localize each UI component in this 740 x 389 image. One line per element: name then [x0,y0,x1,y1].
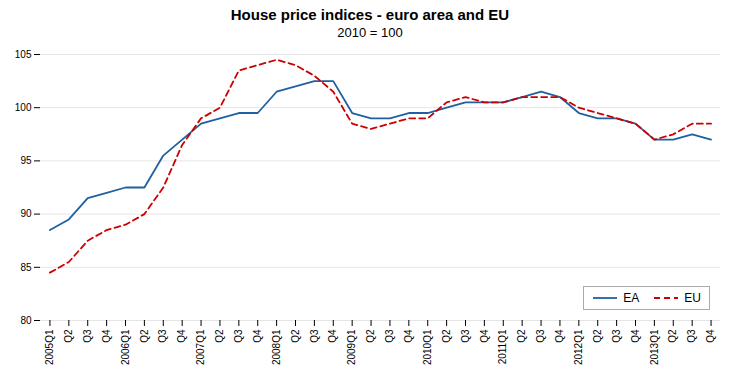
svg-text:100: 100 [15,102,32,113]
svg-text:Q2: Q2 [592,329,603,343]
html-text:EU: EU [684,291,701,305]
svg-text:2011Q1: 2011Q1 [497,329,508,364]
svg-text:Q2: Q2 [516,329,527,343]
svg-text:105: 105 [15,49,32,60]
svg-text:Q2: Q2 [290,329,301,343]
svg-text:2010Q1: 2010Q1 [422,329,433,365]
svg-text:2013Q1: 2013Q1 [649,329,660,365]
svg-text:2006Q1: 2006Q1 [120,329,131,365]
svg-text:2008Q1: 2008Q1 [271,329,282,365]
svg-text:Q4: Q4 [327,329,338,343]
svg-text:Q3: Q3 [157,329,168,343]
svg-text:Q2: Q2 [214,329,225,343]
svg-text:95: 95 [20,155,32,166]
svg-text:Q4: Q4 [403,329,414,343]
svg-text:Q4: Q4 [705,329,716,343]
svg-text:2012Q1: 2012Q1 [573,329,584,365]
svg-text:Q2: Q2 [441,329,452,343]
svg-text:2007Q1: 2007Q1 [195,329,206,365]
svg-text:2009Q1: 2009Q1 [346,329,357,365]
svg-text:Q2: Q2 [63,329,74,343]
svg-text:Q3: Q3 [384,329,395,343]
svg-text:85: 85 [20,262,32,273]
svg-text:Q4: Q4 [101,329,112,343]
svg-text:Q3: Q3 [233,329,244,343]
svg-text:Q3: Q3 [535,329,546,343]
svg-text:Q3: Q3 [611,329,622,343]
html-text:House price indices - euro are: House price indices - euro area and EU [230,6,510,23]
svg-text:Q4: Q4 [479,329,490,343]
html-text:2010 = 100: 2010 = 100 [337,25,403,40]
svg-text:Q3: Q3 [309,329,320,343]
svg-text:Q2: Q2 [139,329,150,343]
svg-text:Q3: Q3 [686,329,697,343]
svg-text:Q4: Q4 [630,329,641,343]
svg-text:Q2: Q2 [365,329,376,343]
svg-text:2005Q1: 2005Q1 [44,329,55,365]
svg-text:90: 90 [20,208,32,219]
svg-text:Q3: Q3 [460,329,471,343]
svg-text:Q3: Q3 [82,329,93,343]
svg-text:Q2: Q2 [667,329,678,343]
svg-text:Q4: Q4 [176,329,187,343]
svg-text:Q4: Q4 [252,329,263,343]
svg-text:80: 80 [20,315,32,326]
svg-text:Q4: Q4 [554,329,565,343]
html-text:EA: EA [623,291,640,305]
